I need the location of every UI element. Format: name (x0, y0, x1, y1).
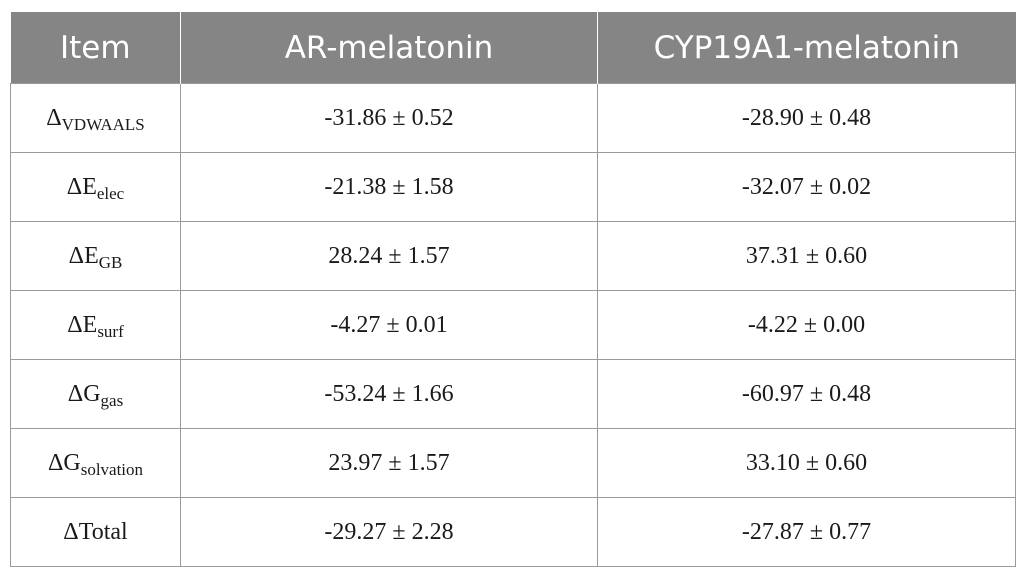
cyp-value: -32.07 ± 0.02 (597, 152, 1016, 222)
table-row: ΔEGB 28.24 ± 1.57 37.31 ± 0.60 (10, 221, 1016, 291)
table-row: ΔVDWAALS -31.86 ± 0.52 -28.90 ± 0.48 (10, 83, 1016, 153)
ar-value: -53.24 ± 1.66 (180, 359, 598, 429)
item-cell: ΔEelec (10, 152, 181, 222)
table-row: ΔGsolvation 23.97 ± 1.57 33.10 ± 0.60 (10, 428, 1016, 498)
item-symbol: ΔE (67, 311, 98, 338)
item-subscript: VDWAALS (61, 114, 145, 134)
item-subscript: surf (97, 321, 124, 341)
header-cyp19a1-melatonin: CYP19A1-melatonin (597, 12, 1016, 84)
header-ar-melatonin: AR-melatonin (180, 12, 598, 84)
ar-value: -4.27 ± 0.01 (180, 290, 598, 360)
item-subscript: gas (100, 390, 124, 410)
item-cell: ΔGsolvation (10, 428, 181, 498)
item-cell: ΔEGB (10, 221, 181, 291)
item-cell: ΔEsurf (10, 290, 181, 360)
item-symbol: ΔTotal (63, 518, 128, 545)
item-symbol: Δ (46, 104, 62, 131)
ar-value: 23.97 ± 1.57 (180, 428, 598, 498)
table-row: ΔEelec -21.38 ± 1.58 -32.07 ± 0.02 (10, 152, 1016, 222)
item-cell: ΔVDWAALS (10, 83, 181, 153)
table-body: ΔVDWAALS -31.86 ± 0.52 -28.90 ± 0.48 ΔEe… (10, 83, 1016, 567)
item-symbol: ΔG (47, 449, 81, 476)
cyp-value: 37.31 ± 0.60 (597, 221, 1016, 291)
cyp-value: -4.22 ± 0.00 (597, 290, 1016, 360)
cyp-value: -27.87 ± 0.77 (597, 497, 1016, 567)
item-symbol: ΔE (66, 173, 97, 200)
cyp-value: -28.90 ± 0.48 (597, 83, 1016, 153)
cyp-value: 33.10 ± 0.60 (597, 428, 1016, 498)
ar-value: -29.27 ± 2.28 (180, 497, 598, 567)
item-symbol: ΔG (67, 380, 101, 407)
ar-value: -31.86 ± 0.52 (180, 83, 598, 153)
item-subscript: elec (96, 183, 125, 203)
cyp-value: -60.97 ± 0.48 (597, 359, 1016, 429)
item-subscript: GB (98, 252, 123, 272)
ar-value: -21.38 ± 1.58 (180, 152, 598, 222)
item-cell: ΔGgas (10, 359, 181, 429)
item-subscript: solvation (80, 459, 144, 479)
item-symbol: ΔE (68, 242, 99, 269)
table-row: ΔTotal -29.27 ± 2.28 -27.87 ± 0.77 (10, 497, 1016, 567)
table-row: ΔEsurf -4.27 ± 0.01 -4.22 ± 0.00 (10, 290, 1016, 360)
energy-table: Item AR-melatonin CYP19A1-melatonin ΔVDW… (10, 12, 1016, 567)
table-header: Item AR-melatonin CYP19A1-melatonin (10, 12, 1016, 84)
header-row: Item AR-melatonin CYP19A1-melatonin (10, 12, 1016, 84)
table-row: ΔGgas -53.24 ± 1.66 -60.97 ± 0.48 (10, 359, 1016, 429)
header-item: Item (10, 12, 181, 84)
ar-value: 28.24 ± 1.57 (180, 221, 598, 291)
item-cell: ΔTotal (10, 497, 181, 567)
